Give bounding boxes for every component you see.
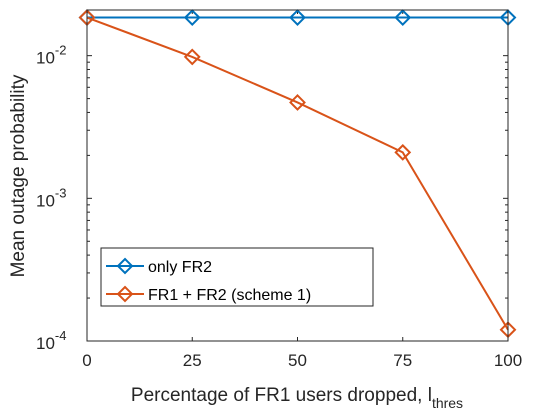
y-tick-labels: 10-4 10-3 10-2 — [36, 43, 66, 353]
legend-swatch-marker — [116, 257, 134, 275]
y-tick-label: 10-4 — [36, 328, 66, 353]
data-point-marker — [289, 94, 306, 111]
x-tick-label: 25 — [183, 351, 202, 370]
data-point-marker — [394, 9, 412, 26]
x-tick-label: 75 — [393, 351, 412, 370]
series-layer — [78, 9, 517, 339]
legend-entry: FR1 + FR2 (scheme 1) — [106, 285, 311, 304]
y-axis-label: Mean outage probability — [8, 74, 29, 277]
data-point-marker — [183, 48, 201, 66]
x-axis-label-main: Percentage of FR1 users dropped, l — [131, 385, 432, 406]
data-point-marker — [183, 9, 201, 26]
x-tick-label: 0 — [82, 351, 91, 370]
x-tick-label: 100 — [494, 351, 522, 370]
x-axis-label: Percentage of FR1 users dropped, lthres — [131, 385, 463, 411]
y-tick-label: 10-2 — [36, 43, 66, 68]
plot-area-frame — [86, 9, 509, 342]
y-tick-label: 10-3 — [36, 185, 66, 210]
legend: only FR2 FR1 + FR2 (scheme 1) — [100, 247, 374, 307]
x-axis-label-subscript: thres — [432, 395, 463, 411]
legend-entry: only FR2 — [106, 257, 212, 276]
x-tick-label: 50 — [288, 351, 307, 370]
legend-swatch-marker — [116, 285, 134, 303]
x-tick-labels: 0 25 50 75 100 — [82, 351, 522, 370]
legend-box — [100, 247, 374, 307]
data-point-marker — [394, 143, 412, 161]
data-point-marker — [289, 9, 306, 26]
legend-label: only FR2 — [148, 259, 212, 276]
legend-label: FR1 + FR2 (scheme 1) — [148, 287, 311, 304]
series-line — [86, 16, 509, 331]
